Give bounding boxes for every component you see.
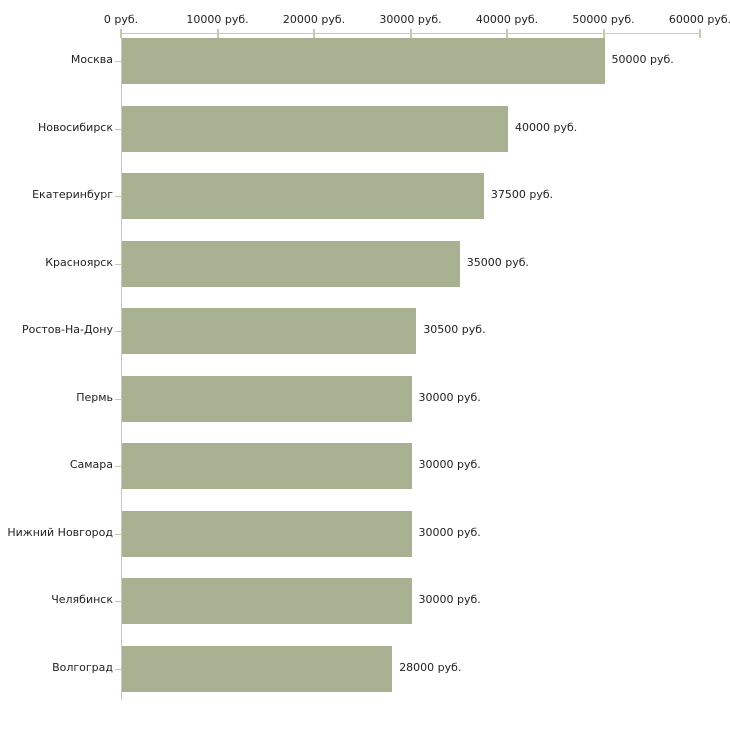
category-label: Новосибирск [37,120,113,134]
y-axis-tick-mark [115,466,121,467]
value-label: 30000 руб. [418,390,481,404]
y-axis-tick-mark [115,533,121,535]
x-axis-tick-mark [313,29,315,38]
x-axis-tick-label: 50000 руб. [572,13,635,26]
y-axis-tick-mark [115,263,121,265]
bar [122,38,605,84]
x-axis-tick-label: 30000 руб. [379,13,442,26]
y-axis-tick-mark [115,668,121,670]
x-axis-tick-label: 20000 руб. [282,13,346,26]
y-axis-tick-mark [115,331,121,332]
category-label: Самара [69,458,113,471]
x-axis-tick-mark [602,29,605,38]
x-axis-tick-mark [699,29,701,38]
category-label: Нижний Новгород [7,525,113,539]
x-axis-tick-mark [120,29,122,38]
y-axis-tick-mark [115,61,121,62]
category-label: Красноярск [45,255,113,269]
category-label: Москва [70,53,113,66]
x-axis-tick-label: 60000 руб. [668,13,730,26]
category-label: Челябинск [51,593,113,606]
bar [122,240,460,287]
bar [122,308,417,354]
x-axis-tick-mark [216,29,219,38]
bar [122,375,412,422]
value-label: 30000 руб. [418,458,481,471]
x-axis-tick-label: 10000 руб. [186,13,249,26]
category-label: Волгоград [52,660,113,674]
x-axis-tick-mark [506,29,508,38]
value-label: 28000 руб. [399,660,462,674]
y-axis-tick-mark [115,601,121,602]
value-label: 50000 руб. [611,53,674,66]
bar [122,173,484,219]
bar [122,443,412,489]
x-axis-tick-mark [409,29,412,38]
value-label: 30500 руб. [423,323,486,336]
bar [122,645,393,692]
category-label: Пермь [76,390,113,404]
y-axis-tick-mark [115,128,121,130]
value-label: 40000 руб. [515,120,578,134]
value-label: 30000 руб. [418,593,481,606]
bar [122,510,412,557]
bar [122,578,412,624]
y-axis-tick-mark [115,196,121,197]
category-label: Ростов-На-Дону [21,323,113,336]
y-axis-line [121,33,122,700]
y-axis-tick-mark [115,398,121,400]
value-label: 30000 руб. [418,525,481,539]
category-label: Екатеринбург [32,188,113,201]
value-label: 37500 руб. [490,188,554,201]
bar [122,105,508,152]
x-axis-tick-label: 0 руб. [103,13,139,26]
value-label: 35000 руб. [466,255,530,269]
x-axis-tick-label: 40000 руб. [475,13,539,26]
